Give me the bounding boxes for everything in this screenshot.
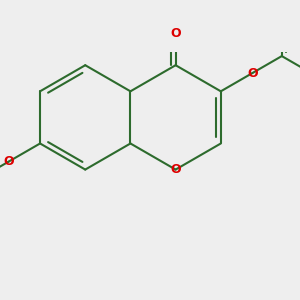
Text: O: O [247, 67, 258, 80]
Text: O: O [3, 155, 14, 168]
Text: O: O [170, 163, 181, 176]
Text: O: O [170, 27, 181, 40]
